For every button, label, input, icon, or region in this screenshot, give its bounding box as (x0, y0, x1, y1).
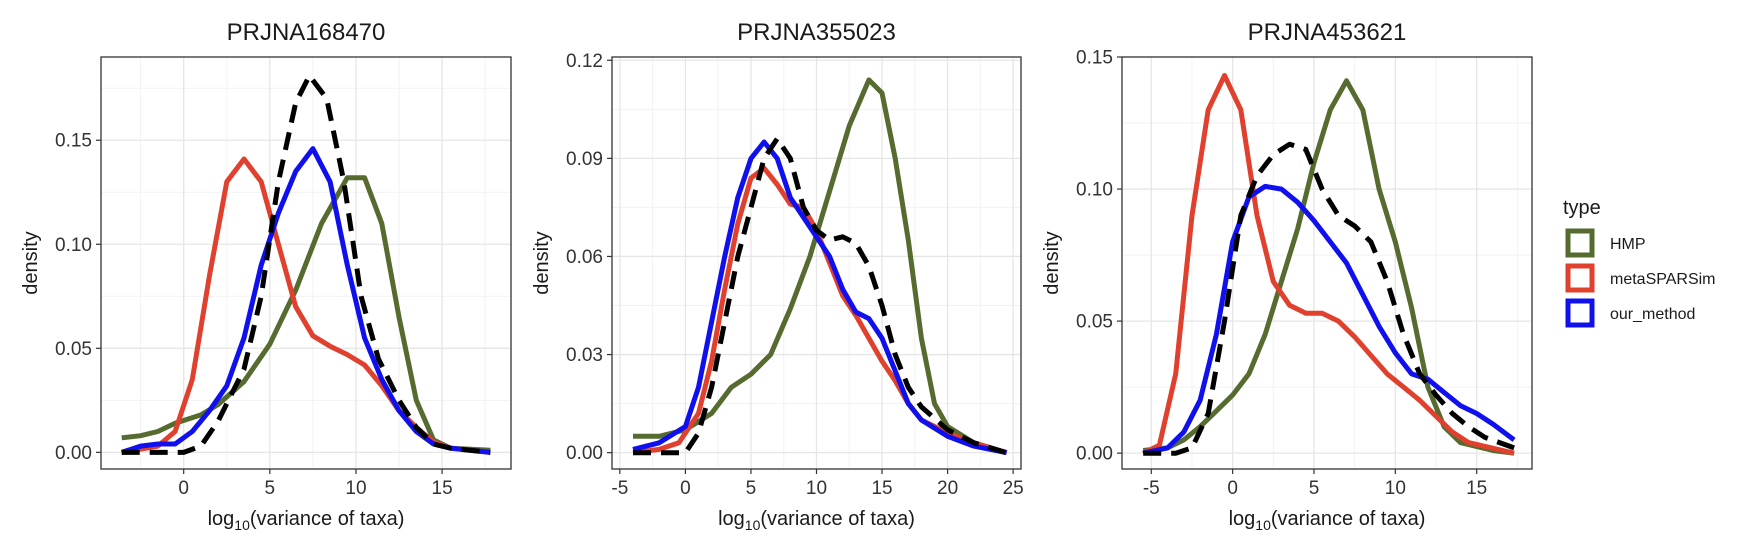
y-tick-label: 0.00 (1076, 444, 1113, 465)
legend-label-metaSPARSim: metaSPARSim (1610, 271, 1716, 288)
x-tick-label: -5 (1143, 478, 1160, 499)
chart-panel-1: 0 5 10 15 0.00 0.05 0.10 0.15 PRJNA168470 log10(v… (20, 19, 512, 533)
y-tick-label: 0.15 (55, 131, 92, 152)
x-tick-label: 20 (937, 478, 958, 499)
legend-title: type (1563, 197, 1601, 219)
x-tick-label: 10 (806, 478, 827, 499)
panel-border (1121, 56, 1533, 470)
y-tick-label: 0.00 (566, 443, 603, 464)
legend-label-our_method: our_method (1610, 306, 1695, 323)
x-axis-label: log10(variance of taxa) (1229, 508, 1426, 533)
x-axis-label: log10(variance of taxa) (208, 508, 405, 533)
series-line-HMP (1142, 78, 1515, 456)
series-line-our_method (120, 146, 491, 455)
panel-title: PRJNA453621 (1248, 19, 1407, 46)
legend: type HMP metaSPARSim our_method (1563, 197, 1716, 328)
legend-key-our_method (1565, 298, 1595, 328)
y-axis-label: density (531, 231, 553, 294)
panel-title: PRJNA355023 (737, 19, 896, 46)
x-tick-label: 5 (265, 478, 276, 499)
series-line-reference-dashed (121, 73, 491, 455)
chart-panel-3: -5 0 5 10 15 0.00 0.05 0.10 0.15 PRJNA453621 log10… (1041, 19, 1533, 533)
y-tick-label: 0.06 (566, 247, 603, 268)
series-line-HMP (633, 77, 1008, 456)
legend-label-HMP: HMP (1610, 236, 1646, 253)
x-tick-label: 25 (1003, 478, 1024, 499)
x-tick-label: 5 (746, 478, 757, 499)
panel-title: PRJNA168470 (227, 19, 386, 46)
x-tick-label: 5 (1309, 478, 1320, 499)
chart-panel-2: -5 0 5 10 15 20 25 0.00 0.03 0.06 0.09 0.12 PRJNA355… (531, 19, 1024, 533)
x-tick-label: 15 (871, 478, 892, 499)
y-tick-label: 0.05 (55, 339, 92, 360)
legend-key-HMP (1565, 228, 1595, 258)
y-tick-label: 0.00 (55, 443, 92, 464)
y-axis-label: density (1041, 231, 1063, 294)
y-tick-label: 0.03 (566, 345, 603, 366)
series-line-our_method (632, 139, 1008, 456)
x-tick-label: 0 (178, 478, 189, 499)
series-line-reference-dashed (1143, 141, 1515, 456)
series-line-HMP (121, 175, 491, 453)
x-tick-label: 10 (1385, 478, 1406, 499)
y-axis-label: density (20, 231, 42, 294)
series-line-metaSPARSim (1142, 73, 1515, 456)
x-tick-label: 15 (432, 478, 453, 499)
x-tick-label: 0 (1227, 478, 1238, 499)
y-tick-label: 0.10 (1076, 180, 1113, 201)
y-tick-label: 0.15 (1076, 48, 1113, 69)
y-tick-label: 0.09 (566, 149, 603, 170)
x-tick-label: -5 (611, 478, 628, 499)
x-axis-label: log10(variance of taxa) (718, 508, 915, 533)
y-tick-label: 0.12 (566, 51, 603, 72)
series-line-reference-dashed (633, 136, 1008, 456)
panel-border (100, 56, 512, 470)
legend-key-metaSPARSim (1565, 263, 1595, 293)
y-tick-label: 0.10 (55, 235, 92, 256)
y-tick-label: 0.05 (1076, 312, 1113, 333)
x-tick-label: 15 (1466, 478, 1487, 499)
x-tick-label: 0 (680, 478, 691, 499)
x-tick-label: 10 (345, 478, 366, 499)
series-line-our_method (1142, 183, 1516, 456)
